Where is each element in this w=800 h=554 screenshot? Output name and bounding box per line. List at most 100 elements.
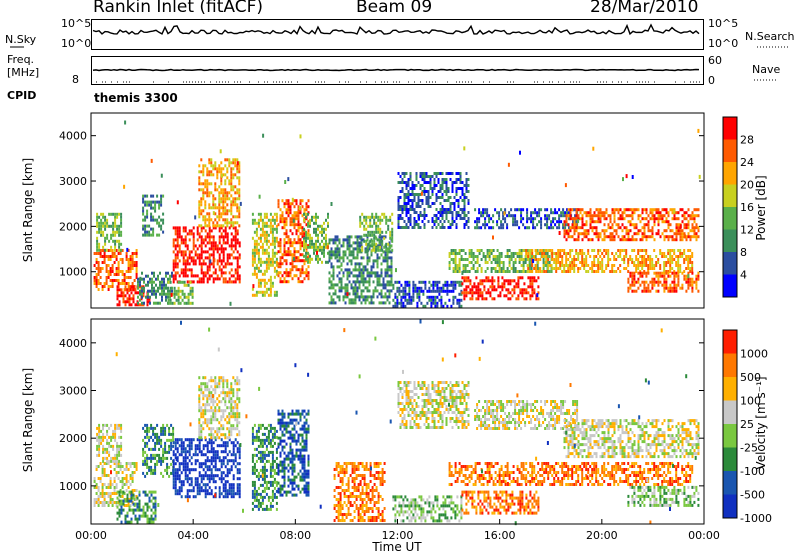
- power-cell: [407, 226, 410, 229]
- power-cell: [232, 224, 235, 228]
- power-cell: [579, 261, 582, 264]
- power-cell: [424, 280, 427, 284]
- power-cell: [681, 255, 684, 258]
- power-cell: [202, 241, 205, 245]
- power-cell: [411, 202, 414, 205]
- power-cell: [515, 297, 518, 301]
- power-cell: [517, 279, 520, 283]
- power-cell: [204, 218, 207, 222]
- power-cell: [563, 220, 566, 224]
- power-cell: [486, 261, 489, 264]
- power-cell: [323, 251, 325, 255]
- power-cell: [555, 270, 558, 273]
- power-cell: [127, 249, 130, 252]
- velocity-cell: [118, 426, 121, 430]
- power-cell: [657, 283, 660, 287]
- power-cell: [301, 271, 304, 275]
- power-speck: [221, 173, 223, 178]
- power-cell: [575, 223, 578, 227]
- power-cell: [535, 297, 538, 301]
- velocity-cell: [121, 495, 124, 498]
- power-cell: [437, 223, 440, 226]
- power-cell: [117, 285, 120, 288]
- velocity-cell: [148, 505, 151, 509]
- velocity-cell: [108, 441, 111, 445]
- power-cell: [409, 175, 412, 178]
- power-cell: [236, 176, 239, 180]
- power-cell: [255, 239, 258, 243]
- power-cell: [123, 276, 126, 279]
- power-cell: [390, 268, 393, 272]
- power-cell: [234, 191, 237, 195]
- power-cell: [575, 252, 578, 255]
- power-cell: [104, 242, 107, 246]
- power-cell: [269, 218, 272, 222]
- power-cell: [597, 267, 600, 270]
- power-cell: [368, 283, 371, 287]
- power-cell: [527, 267, 530, 270]
- power-cell: [328, 253, 331, 257]
- power-cell: [148, 200, 151, 204]
- power-cell: [153, 292, 155, 296]
- power-cell: [224, 212, 227, 216]
- power-cell: [465, 294, 468, 298]
- power-cell: [190, 256, 193, 260]
- power-cell: [679, 208, 682, 212]
- power-cell: [190, 250, 193, 254]
- velocity-cell: [115, 483, 118, 486]
- power-cell: [301, 280, 304, 284]
- power-cell: [226, 238, 229, 242]
- power-cell: [568, 211, 571, 215]
- power-cell: [455, 223, 458, 226]
- power-cell: [653, 220, 656, 224]
- power-cell: [384, 274, 387, 278]
- power-cell: [445, 178, 448, 181]
- power-cell: [295, 229, 298, 233]
- power-cell: [279, 220, 282, 224]
- power-cell: [444, 283, 447, 287]
- power-speck: [687, 274, 690, 279]
- power-cell: [571, 235, 574, 239]
- power-cell: [253, 248, 256, 252]
- cpid-label: CPID: [7, 89, 37, 102]
- power-cell: [466, 258, 469, 261]
- power-cell: [607, 264, 610, 267]
- power-cell: [697, 208, 700, 212]
- power-cell: [230, 247, 233, 251]
- power-cell: [405, 214, 408, 217]
- power-cell: [373, 245, 376, 249]
- power-cell: [665, 283, 668, 287]
- power-speck: [336, 254, 339, 259]
- power-cell: [118, 239, 121, 243]
- power-cell: [116, 230, 119, 234]
- power-cell: [183, 301, 186, 305]
- power-cell: [210, 206, 213, 210]
- power-cell: [236, 256, 239, 260]
- power-cell: [315, 254, 317, 258]
- power-cell: [371, 224, 374, 228]
- power-cell: [377, 245, 380, 249]
- power-cell: [603, 255, 606, 258]
- power-cell: [133, 279, 136, 282]
- power-cell: [208, 277, 211, 281]
- velocity-cell: [142, 471, 145, 475]
- power-cell: [631, 274, 634, 278]
- power-cell: [116, 215, 119, 219]
- power-cell: [228, 209, 231, 213]
- power-cell: [301, 232, 304, 236]
- power-cell: [425, 190, 428, 193]
- velocity-cell: [115, 474, 118, 477]
- power-cell: [575, 238, 578, 242]
- power-cell: [305, 268, 308, 272]
- power-cell: [307, 233, 309, 237]
- power-cell: [376, 274, 379, 278]
- power-cell: [687, 261, 690, 264]
- power-cell: [546, 252, 549, 255]
- power-cell: [361, 221, 364, 225]
- power-cell: [375, 242, 378, 246]
- power-cell: [681, 238, 684, 242]
- power-cell: [445, 208, 448, 211]
- power-cell: [449, 178, 452, 181]
- power-cell: [502, 270, 505, 273]
- power-cell: [499, 285, 502, 289]
